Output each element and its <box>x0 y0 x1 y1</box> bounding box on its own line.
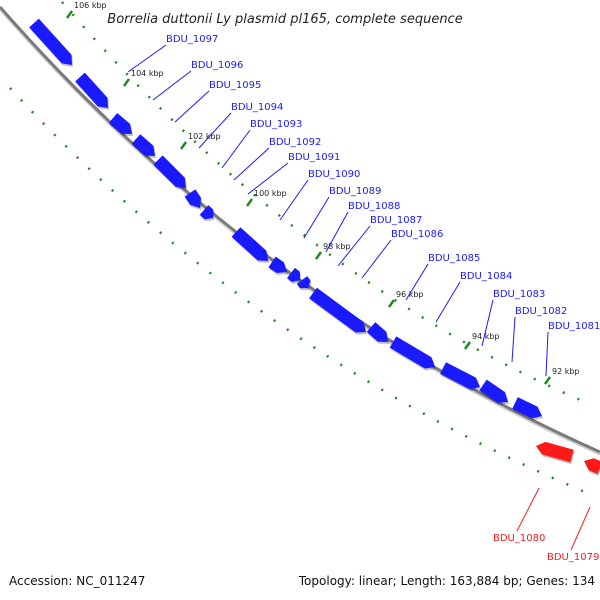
gene-label-forward: BDU_1092 <box>269 137 321 148</box>
gene-label-line <box>405 263 429 301</box>
gene-label-line <box>152 70 192 101</box>
gene-label-forward: BDU_1083 <box>493 289 545 300</box>
gene-arrow-forward <box>75 72 109 110</box>
gene-arrow-forward <box>184 189 202 210</box>
gene-label-reverse: BDU_1080 <box>493 533 545 544</box>
gene-arrow-reverse <box>536 441 575 465</box>
gene-arrow-forward <box>153 155 187 190</box>
kbp-labels: 106 kbp 104 kbp 102 kbp 100 kbp 98 kbp 96 kbp… <box>65 1 580 385</box>
gene-arrow-forward <box>231 227 269 263</box>
gene-arrow-forward <box>366 322 389 344</box>
gene-label-reverse: BDU_1079 <box>547 552 599 563</box>
gene-label-forward: BDU_1093 <box>250 119 302 130</box>
gene-label-line <box>303 196 330 239</box>
gene-label-forward: BDU_1082 <box>515 306 567 317</box>
kbp-tick-label: 98 kbp <box>323 242 351 251</box>
gene-label-forward: BDU_1097 <box>166 34 218 45</box>
kbp-tick-label: 106 kbp <box>74 1 107 10</box>
gene-label-line <box>221 129 251 169</box>
kbp-tick-label: 102 kbp <box>188 132 221 141</box>
gene-label-forward: BDU_1088 <box>348 201 400 212</box>
gene-label-line <box>361 239 392 279</box>
gene-arrow-forward <box>29 18 73 68</box>
gene-label-forward: BDU_1094 <box>231 102 283 113</box>
outer-tick-track <box>61 1 586 404</box>
gene-arrow-forward <box>287 267 301 284</box>
gene-label-forward: BDU_1089 <box>329 186 381 197</box>
gene-label-line <box>570 506 591 551</box>
gene-arrow-forward <box>199 205 215 222</box>
backbone-line <box>0 6 600 454</box>
gene-label-line <box>247 162 289 195</box>
kbp-tick-label: 96 kbp <box>396 290 424 299</box>
gene-label-forward: BDU_1087 <box>370 215 422 226</box>
map-title: Borrelia duttonii Ly plasmid pl165, comp… <box>107 12 462 27</box>
gene-label-lines <box>127 44 591 551</box>
gene-label-forward: BDU_1095 <box>209 80 261 91</box>
gene-label-line <box>516 487 540 532</box>
gene-label-line <box>127 44 167 73</box>
gene-label-line <box>481 299 494 347</box>
gene-arrow-forward <box>131 134 156 158</box>
backbone-shadow <box>0 8 600 456</box>
gene-arrow-forward <box>309 287 367 335</box>
gene-label-line <box>435 281 461 323</box>
gene-arrow-reverse <box>584 458 600 476</box>
gene-label-line <box>174 90 210 123</box>
topology-summary: Topology: linear; Length: 163,884 bp; Ge… <box>298 574 595 588</box>
gene-label-forward: BDU_1096 <box>191 60 243 71</box>
gene-label-line <box>337 225 371 267</box>
gene-label-line <box>279 179 309 221</box>
gene-label-forward: BDU_1091 <box>288 152 340 163</box>
gene-arrow-forward <box>108 113 133 136</box>
gene-label-line <box>198 112 232 149</box>
gene-arrow-forward <box>440 362 481 392</box>
gene-arrow-forward <box>268 256 288 275</box>
kbp-tick-label: 100 kbp <box>254 189 287 198</box>
gene-label-forward: BDU_1085 <box>428 253 480 264</box>
gene-label-line <box>325 211 349 253</box>
kbp-tick-label: 104 kbp <box>131 69 164 78</box>
gene-arrow-forward <box>296 276 312 291</box>
gene-arrow-forward <box>512 397 543 421</box>
gene-label-forward: BDU_1084 <box>460 271 512 282</box>
kbp-tick-label: 94 kbp <box>472 332 500 341</box>
gene-arrow-forward <box>479 379 509 405</box>
gene-label-forward: BDU_1090 <box>308 169 360 180</box>
gene-labels: BDU_1097 BDU_1096 BDU_1095 BDU_1094 BDU_1093… <box>166 34 600 563</box>
kbp-tick-label: 92 kbp <box>552 367 580 376</box>
gene-label-line <box>545 331 549 377</box>
gene-arrow-forward <box>389 336 436 371</box>
accession-label: Accession: NC_011247 <box>9 574 146 588</box>
gene-label-line <box>233 147 270 181</box>
gene-arrows <box>29 18 600 476</box>
gene-label-forward: BDU_1081 <box>548 321 600 332</box>
gene-label-line <box>511 316 516 363</box>
gene-label-forward: BDU_1086 <box>391 229 443 240</box>
